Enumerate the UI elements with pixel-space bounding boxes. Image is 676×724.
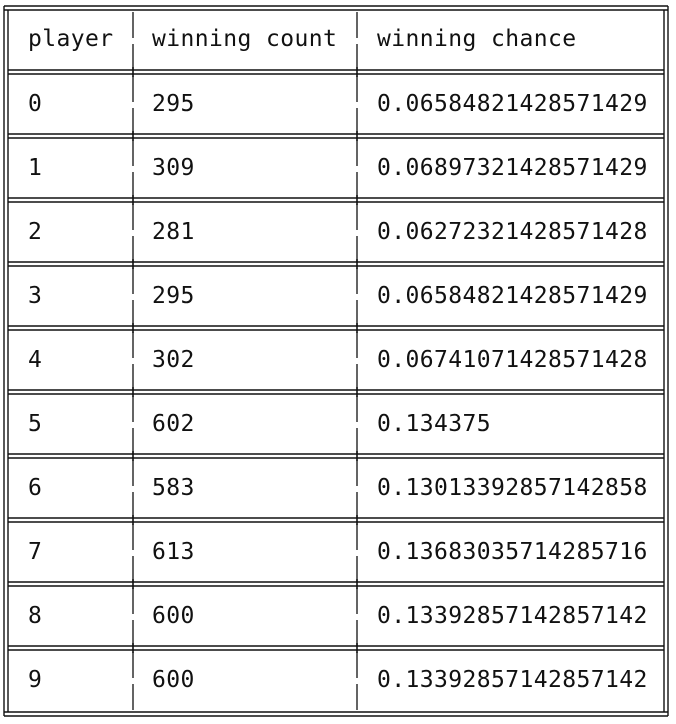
cell-player: 1	[28, 155, 43, 181]
cell-winning-count: 613	[152, 539, 195, 565]
cell-winning-chance: 0.06584821428571429	[377, 91, 648, 117]
cell-winning-chance: 0.06272321428571428	[377, 219, 648, 245]
cell-player: 4	[28, 347, 43, 373]
cell-winning-count: 302	[152, 347, 195, 373]
cell-player: 2	[28, 219, 43, 245]
cell-winning-chance: 0.06897321428571429	[377, 155, 648, 181]
cell-player: 9	[28, 667, 43, 693]
cell-winning-chance: 0.06584821428571429	[377, 283, 648, 309]
cell-winning-count: 309	[152, 155, 195, 181]
cell-winning-chance: 0.13392857142857142	[377, 667, 648, 693]
cell-winning-count: 295	[152, 283, 195, 309]
cell-winning-count: 583	[152, 475, 195, 501]
cell-winning-count: 295	[152, 91, 195, 117]
cell-player: 6	[28, 475, 43, 501]
header-winning-count: winning count	[152, 26, 338, 52]
cell-player: 3	[28, 283, 43, 309]
header-winning-chance: winning chance	[377, 26, 577, 52]
cell-winning-chance: 0.13013392857142858	[377, 475, 648, 501]
cell-player: 7	[28, 539, 43, 565]
cell-winning-count: 600	[152, 667, 195, 693]
cell-winning-chance: 0.06741071428571428	[377, 347, 648, 373]
cell-player: 8	[28, 603, 43, 629]
cell-winning-chance: 0.134375	[377, 411, 491, 437]
cell-player: 0	[28, 91, 43, 117]
cell-winning-count: 602	[152, 411, 195, 437]
cell-winning-count: 600	[152, 603, 195, 629]
cell-winning-chance: 0.13392857142857142	[377, 603, 648, 629]
cell-winning-count: 281	[152, 219, 195, 245]
header-player: player	[28, 26, 114, 52]
cell-player: 5	[28, 411, 43, 437]
cell-winning-chance: 0.13683035714285716	[377, 539, 648, 565]
